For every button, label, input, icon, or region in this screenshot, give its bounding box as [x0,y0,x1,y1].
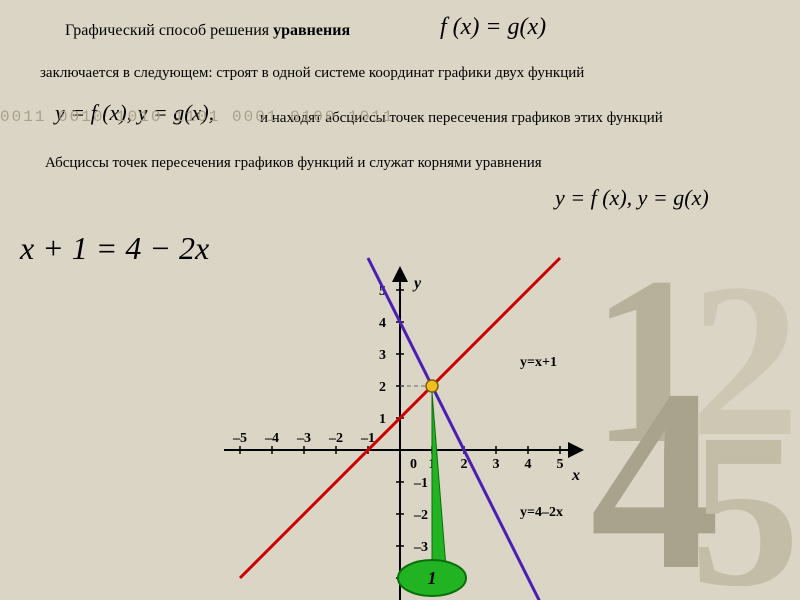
svg-text:0: 0 [410,457,417,472]
intersection-marker [426,380,438,392]
svg-text:y: y [412,275,422,292]
svg-text:–4: –4 [264,431,279,446]
svg-text:2: 2 [379,380,386,395]
svg-text:5: 5 [557,457,564,472]
svg-text:1: 1 [379,412,386,427]
svg-text:3: 3 [493,457,500,472]
svg-text:–3: –3 [413,540,428,555]
svg-text:4: 4 [379,316,386,331]
slide: { "text": { "line1_a": "Графический спос… [0,0,800,600]
svg-text:3: 3 [379,348,386,363]
svg-text:4: 4 [525,457,532,472]
line-label-1: y=x+1 [520,355,557,371]
svg-text:–2: –2 [328,431,343,446]
line-label-2: y=4–2x [520,505,563,521]
coordinate-chart: –5–4–3–2–112345–5–4–3–2–1123450 1 xy [0,0,800,600]
svg-text:1: 1 [428,568,437,588]
intersection-dashes [400,386,432,450]
svg-text:–2: –2 [413,508,428,523]
svg-text:x: x [571,467,580,484]
svg-text:2: 2 [461,457,468,472]
svg-text:–5: –5 [232,431,247,446]
svg-text:–3: –3 [296,431,311,446]
answer-bubble: 1 [398,392,466,596]
svg-text:–1: –1 [413,476,428,491]
